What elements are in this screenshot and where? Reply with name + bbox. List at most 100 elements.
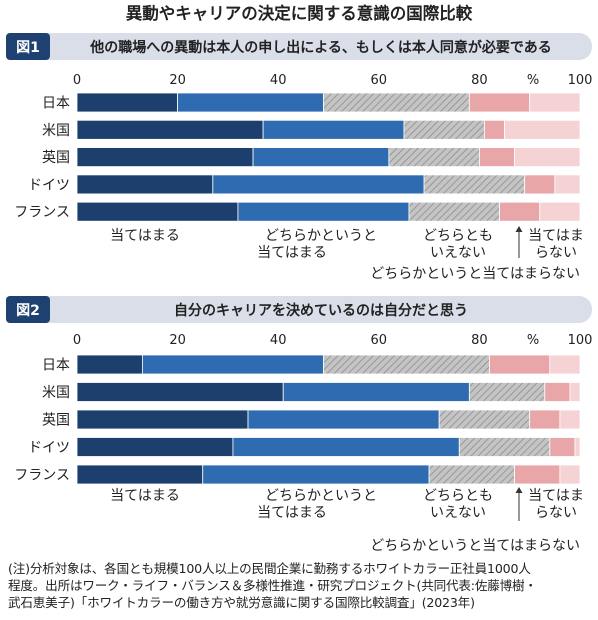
x-tick-label: 40 xyxy=(270,333,287,348)
bar-segment-disagree xyxy=(559,409,581,430)
source-note-line: 程度。出所はワーク・ライフ・バランス＆多様性推進・研究プロジェクト(共同代表:佐… xyxy=(8,578,537,593)
bar-segment-somewhat-disagree xyxy=(514,464,561,485)
bar-segment-somewhat-disagree xyxy=(544,382,571,402)
bar-segment-agree xyxy=(76,92,178,113)
figure-title: 自分のキャリアを決めているのは自分だと思う xyxy=(174,302,468,319)
category-label: 日本 xyxy=(42,96,70,112)
bar-segment-somewhat-agree xyxy=(252,147,390,168)
bar-segment-agree xyxy=(76,437,234,457)
bar-segment-disagree xyxy=(539,201,581,222)
x-tick-label: 100 xyxy=(568,73,593,88)
legend-somewhat-disagree: どちらかというと当てはまらない xyxy=(370,538,580,554)
bar-segment-somewhat-agree xyxy=(247,409,440,430)
bar-segment-somewhat-agree xyxy=(237,201,410,222)
bar-segment-disagree xyxy=(504,119,581,140)
category-label: 英国 xyxy=(42,412,70,429)
bar-segment-agree xyxy=(76,147,254,168)
x-tick-label: 0 xyxy=(73,73,81,88)
x-tick-label: 80 xyxy=(471,73,488,88)
bar-segment-agree xyxy=(76,354,143,375)
bar-segment-disagree xyxy=(554,174,581,195)
category-label: ドイツ xyxy=(28,177,70,193)
category-label: ドイツ xyxy=(28,440,70,456)
legend-somewhat-disagree: どちらかというと当てはまらない xyxy=(370,266,580,282)
x-tick-label: 60 xyxy=(371,73,388,88)
x-tick-label: 20 xyxy=(169,333,186,348)
legend-somewhat-agree: どちらかというと xyxy=(265,488,377,504)
figure-tag-badge xyxy=(6,33,50,60)
bar-segment-agree xyxy=(76,174,214,195)
bar-segment-somewhat-agree xyxy=(232,437,460,457)
figure-title-bar xyxy=(6,33,592,60)
bar-segment-disagree xyxy=(529,92,581,113)
figure-tag: 図1 xyxy=(16,40,40,56)
bar-segment-neutral xyxy=(408,201,500,222)
legend-somewhat-agree: 当てはまる xyxy=(257,245,327,261)
figure-tag-badge xyxy=(6,296,50,323)
unit-label: % xyxy=(527,73,539,88)
bar-segment-neutral xyxy=(423,174,526,195)
bar-segment-somewhat-agree xyxy=(212,174,425,195)
legend-somewhat-agree: 当てはまる xyxy=(257,505,327,521)
bar-segment-somewhat-disagree xyxy=(468,92,531,113)
category-label: 米国 xyxy=(42,123,70,139)
charts-layer: 図1 他の職場への異動は本人の申し出による、もしくは本人同意が必要である 0 20 40… xyxy=(6,33,592,554)
x-tick-label: 60 xyxy=(371,333,388,348)
bar-segment-disagree xyxy=(559,464,581,485)
legend-somewhat-agree: どちらかというと xyxy=(265,228,377,244)
x-tick-label: 20 xyxy=(169,73,186,88)
legend-disagree: 当てはま xyxy=(528,228,584,244)
main-title: 異動やキャリアの決定に関する意識の国際比較 xyxy=(126,3,473,23)
bar-segment-somewhat-disagree xyxy=(484,119,505,140)
bar-segment-agree xyxy=(76,464,204,485)
bar-segment-somewhat-disagree xyxy=(529,409,561,430)
legend-neutral: いえない xyxy=(430,245,486,261)
source-note: (注)分析対象は、各国とも規模100人以上の民間企業に勤務するホワイトカラー正社… xyxy=(8,560,596,611)
bar-segment-somewhat-disagree xyxy=(549,437,576,457)
legend-agree: 当てはまる xyxy=(110,228,180,244)
bar-segment-agree xyxy=(76,409,249,430)
bar-segment-agree xyxy=(76,119,264,140)
bar-segment-neutral xyxy=(428,464,516,485)
bar-segment-neutral xyxy=(323,354,490,375)
bar-segment-somewhat-disagree xyxy=(478,147,516,168)
x-tick-label: 0 xyxy=(73,333,81,348)
bar-segment-somewhat-agree xyxy=(202,464,430,485)
figure-tag: 図2 xyxy=(16,303,40,319)
legend-neutral: どちらとも xyxy=(423,228,493,244)
bar-segment-neutral xyxy=(403,119,485,140)
bar-segment-somewhat-agree xyxy=(282,382,470,402)
source-note-line: 武石恵美子)「ホワイトカラーの働き方や就労意識に関する国際比較調査」(2023年… xyxy=(8,595,475,610)
bar-segment-agree xyxy=(76,382,284,402)
legend-arrow-head xyxy=(515,226,523,232)
source-note-line: (注)分析対象は、各国とも規模100人以上の民間企業に勤務するホワイトカラー正社… xyxy=(8,561,531,576)
bar-segment-neutral xyxy=(468,382,546,402)
category-label: フランス xyxy=(14,468,70,484)
bar-segment-neutral xyxy=(458,437,551,457)
x-tick-label: 40 xyxy=(270,73,287,88)
legend-agree: 当てはまる xyxy=(110,488,180,504)
legend-arrow-head xyxy=(515,487,523,493)
bar-segment-disagree xyxy=(569,382,581,402)
legend-disagree: 当てはま xyxy=(528,488,584,504)
unit-label: % xyxy=(527,333,539,348)
legend-neutral: いえない xyxy=(430,505,486,521)
category-label: 米国 xyxy=(42,385,70,401)
bar-segment-neutral xyxy=(388,147,480,168)
figure-title: 他の職場への異動は本人の申し出による、もしくは本人同意が必要である xyxy=(89,39,551,56)
bar-segment-somewhat-disagree xyxy=(499,201,541,222)
legend-disagree: らない xyxy=(535,505,577,521)
legend-neutral: どちらとも xyxy=(423,488,493,504)
legend-disagree: らない xyxy=(535,245,577,261)
bar-segment-neutral xyxy=(438,409,531,430)
bar-segment-disagree xyxy=(549,354,581,375)
bar-segment-somewhat-disagree xyxy=(524,174,556,195)
bar-segment-disagree xyxy=(514,147,581,168)
bar-segment-agree xyxy=(76,201,239,222)
category-label: フランス xyxy=(14,205,70,221)
bar-segment-somewhat-agree xyxy=(177,92,324,113)
bar-segment-neutral xyxy=(323,92,470,113)
bar-segment-somewhat-disagree xyxy=(489,354,551,375)
category-label: 日本 xyxy=(42,358,70,374)
